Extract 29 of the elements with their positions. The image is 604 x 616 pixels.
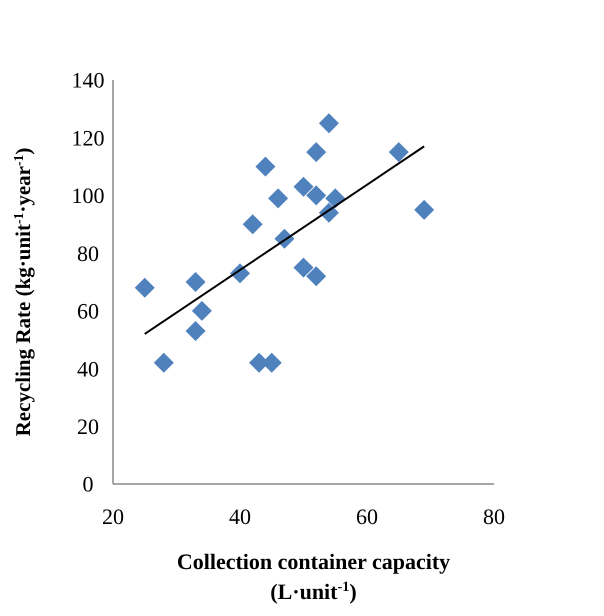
- point: [294, 258, 314, 278]
- x-tick-label: 80: [483, 504, 505, 529]
- point: [306, 266, 326, 286]
- y-tick-label: 140: [72, 68, 104, 93]
- point: [306, 142, 326, 162]
- point: [306, 185, 326, 206]
- point: [318, 113, 339, 134]
- point: [414, 200, 434, 220]
- y-tick-label: 0: [82, 472, 94, 497]
- point: [242, 214, 263, 234]
- x-tick-label: 40: [229, 504, 251, 529]
- x-tick-label: 60: [356, 504, 378, 529]
- x-axis-title: Collection container capacity (L·unit$^{-1}$): [176, 549, 450, 604]
- point: [255, 156, 276, 177]
- point: [268, 188, 288, 208]
- point: [186, 272, 206, 292]
- point: [192, 300, 212, 321]
- y-tick-label: 80: [77, 240, 99, 266]
- y-tick-label: 20: [77, 414, 99, 439]
- point: [294, 176, 314, 197]
- y-tick-label: 120: [72, 125, 104, 150]
- x-tick-label: 20: [102, 504, 124, 529]
- point: [154, 352, 174, 373]
- y-tick-label: 100: [72, 183, 104, 208]
- y-tick-label: 60: [77, 298, 99, 324]
- point: [388, 142, 409, 162]
- point: [134, 278, 155, 298]
- y-tick-label: 40: [77, 356, 99, 382]
- point: [186, 321, 206, 342]
